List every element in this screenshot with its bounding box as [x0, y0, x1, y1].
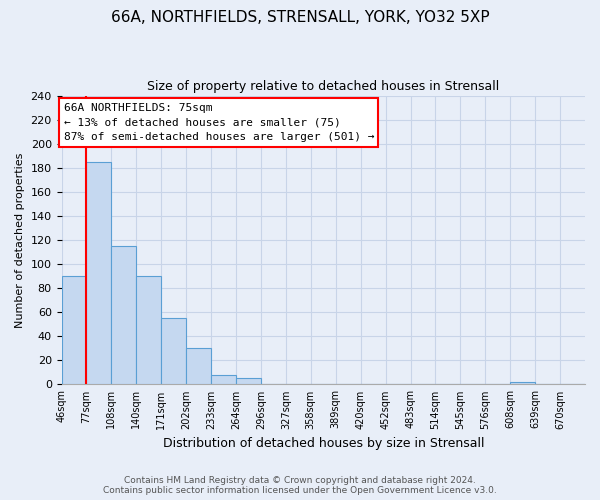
Bar [236, 378, 261, 384]
Bar [211, 375, 236, 384]
Bar [62, 276, 86, 384]
Bar [112, 246, 136, 384]
Bar [86, 162, 112, 384]
Text: 66A NORTHFIELDS: 75sqm
← 13% of detached houses are smaller (75)
87% of semi-det: 66A NORTHFIELDS: 75sqm ← 13% of detached… [64, 103, 374, 142]
Bar [161, 318, 186, 384]
Text: 66A, NORTHFIELDS, STRENSALL, YORK, YO32 5XP: 66A, NORTHFIELDS, STRENSALL, YORK, YO32 … [110, 10, 490, 25]
Y-axis label: Number of detached properties: Number of detached properties [15, 152, 25, 328]
Bar [186, 348, 211, 384]
X-axis label: Distribution of detached houses by size in Strensall: Distribution of detached houses by size … [163, 437, 484, 450]
Bar [136, 276, 161, 384]
Bar [510, 382, 535, 384]
Text: Contains HM Land Registry data © Crown copyright and database right 2024.
Contai: Contains HM Land Registry data © Crown c… [103, 476, 497, 495]
Title: Size of property relative to detached houses in Strensall: Size of property relative to detached ho… [147, 80, 499, 93]
